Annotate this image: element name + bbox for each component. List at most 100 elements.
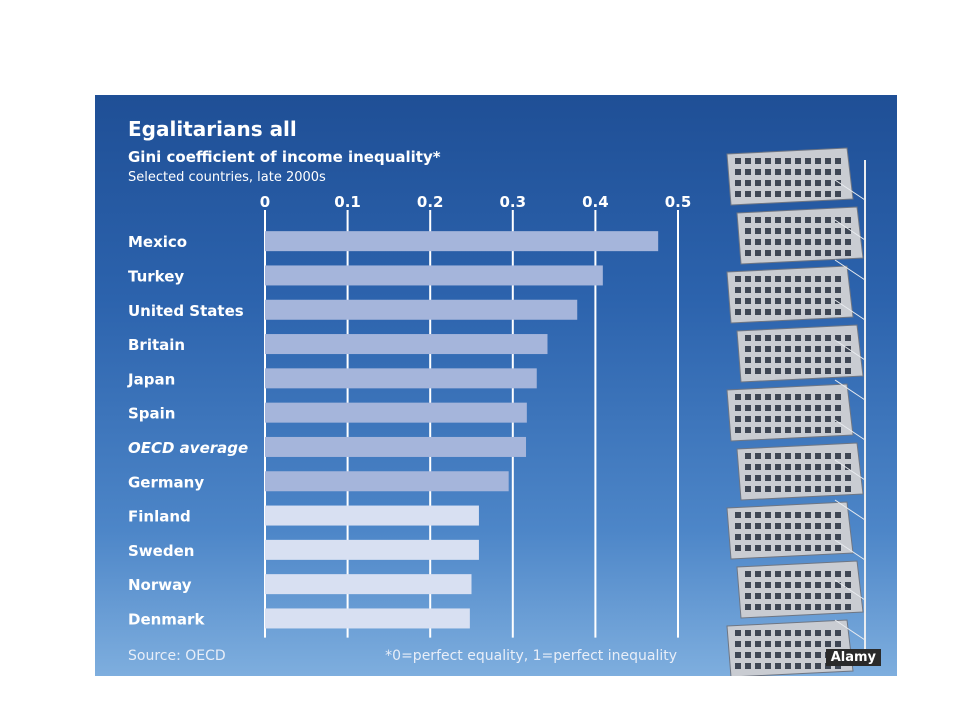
tower-window [825, 630, 831, 636]
tower-window [805, 523, 811, 529]
tower-window [835, 523, 841, 529]
tower-window [745, 287, 751, 293]
tower-window [775, 169, 781, 175]
tower-window [765, 464, 771, 470]
tower-window [835, 158, 841, 164]
tower-window [785, 368, 791, 374]
tower-window [745, 335, 751, 341]
tower-window [755, 335, 761, 341]
tower-window [845, 228, 851, 234]
tower-window [755, 405, 761, 411]
tower-window [765, 276, 771, 282]
bar [265, 299, 578, 320]
chart-subsubtitle: Selected countries, late 2000s [128, 170, 326, 185]
tower-window [805, 663, 811, 669]
tower-window [835, 228, 841, 234]
tower-window [765, 169, 771, 175]
source-note: Source: OECD [128, 648, 226, 664]
category-label: Turkey [128, 267, 184, 285]
tower-window [835, 239, 841, 245]
bar [265, 539, 479, 560]
tower-window [755, 464, 761, 470]
tower-window [825, 545, 831, 551]
tower-window [745, 405, 751, 411]
tower-window [825, 571, 831, 577]
category-label: OECD average [128, 439, 248, 457]
tower-window [775, 217, 781, 223]
tower-window [815, 663, 821, 669]
tower-window [755, 346, 761, 352]
tower-window [745, 180, 751, 186]
tower-window [835, 630, 841, 636]
tower-window [755, 309, 761, 315]
tower-window [825, 309, 831, 315]
tower-window [805, 309, 811, 315]
x-tick-label: 0.1 [334, 193, 361, 211]
tower-window [775, 416, 781, 422]
tower-window [745, 486, 751, 492]
tower-window [825, 217, 831, 223]
tower-window [785, 169, 791, 175]
tower-window [745, 641, 751, 647]
tower-window [825, 641, 831, 647]
tower-window [835, 357, 841, 363]
tower-window [825, 228, 831, 234]
tower-window [735, 191, 741, 197]
tower-window [835, 427, 841, 433]
tower-window [755, 298, 761, 304]
tower-window [795, 523, 801, 529]
tower-window [785, 158, 791, 164]
tower-window [805, 512, 811, 518]
tower-window [805, 630, 811, 636]
tower-window [805, 191, 811, 197]
tower-window [805, 250, 811, 256]
tower-window [795, 250, 801, 256]
tower-window [735, 298, 741, 304]
tower-window [825, 394, 831, 400]
tower-window [785, 276, 791, 282]
tower-window [805, 604, 811, 610]
tower-window [755, 512, 761, 518]
tower-window [805, 464, 811, 470]
tower-window [815, 582, 821, 588]
tower-window [735, 663, 741, 669]
tower-window [795, 512, 801, 518]
tower-window [755, 158, 761, 164]
tower-window [785, 250, 791, 256]
tower-window [775, 394, 781, 400]
category-label: Spain [128, 405, 175, 423]
tower-window [755, 641, 761, 647]
tower-window [835, 464, 841, 470]
tower-window [785, 486, 791, 492]
tower-window [815, 652, 821, 658]
tower-window [765, 604, 771, 610]
tower-window [785, 346, 791, 352]
tower-window [795, 228, 801, 234]
tower-window [795, 416, 801, 422]
tower-window [795, 545, 801, 551]
tower-window [745, 169, 751, 175]
tower-window [775, 427, 781, 433]
category-label: Sweden [128, 542, 194, 560]
bar [265, 368, 537, 389]
tower-window [735, 180, 741, 186]
tower-window [785, 523, 791, 529]
tower-window [765, 298, 771, 304]
tower-window [795, 630, 801, 636]
tower-window [785, 416, 791, 422]
tower-window [785, 475, 791, 481]
tower-window [815, 357, 821, 363]
tower-window [775, 309, 781, 315]
tower-window [835, 475, 841, 481]
tower-window [795, 475, 801, 481]
tower-window [835, 405, 841, 411]
tower-window [735, 523, 741, 529]
x-tick-label: 0.3 [500, 193, 527, 211]
tower-window [755, 630, 761, 636]
tower-window [755, 486, 761, 492]
tower-window [735, 545, 741, 551]
tower-window [795, 486, 801, 492]
tower-window [775, 158, 781, 164]
twisting-tower-photo [726, 147, 866, 676]
tower-window [805, 287, 811, 293]
